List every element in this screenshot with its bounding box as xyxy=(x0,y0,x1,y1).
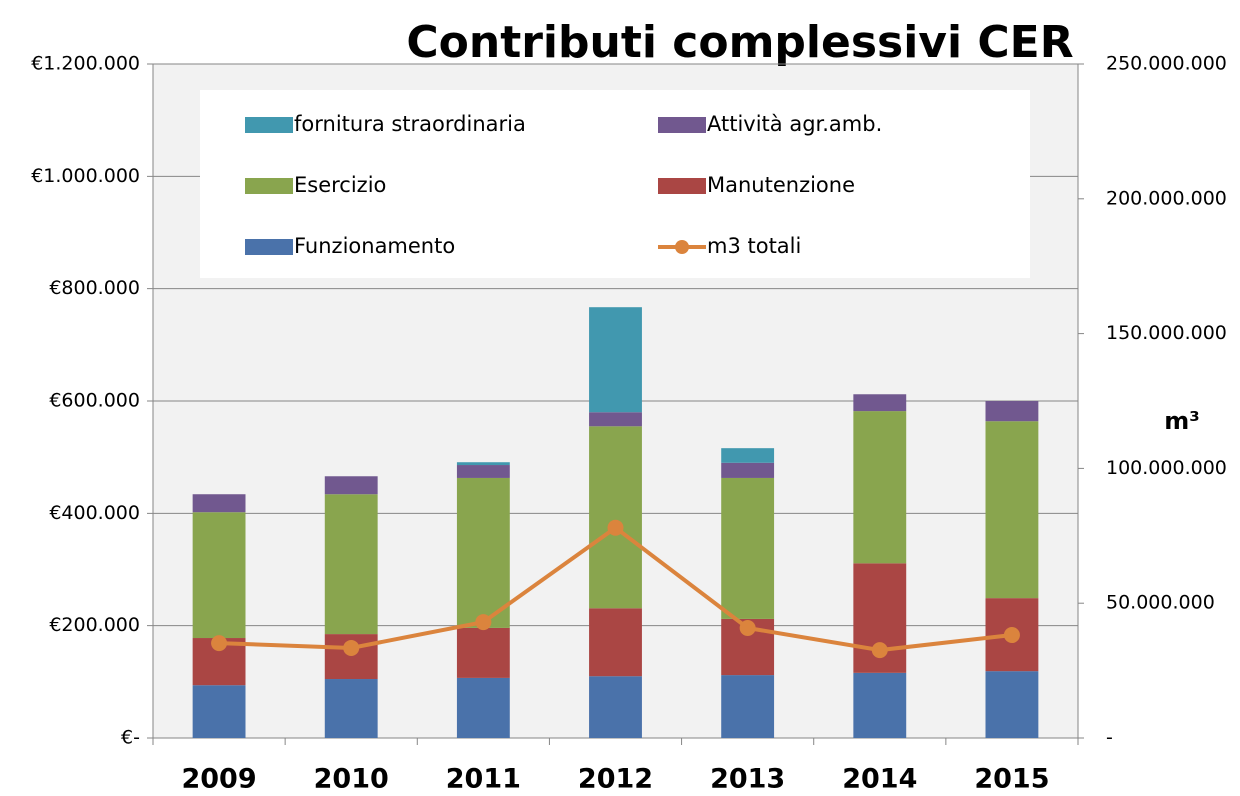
legend-label: Manutenzione xyxy=(707,173,855,197)
bar-segment xyxy=(985,421,1039,599)
bar-segment xyxy=(192,494,246,513)
bar-segment xyxy=(456,627,510,678)
y2-tick-label: 200.000.000 xyxy=(1106,187,1227,209)
x-tick-label: 2015 xyxy=(974,764,1049,795)
y2-axis-label: m³ xyxy=(1164,407,1200,435)
bar-segment xyxy=(589,307,642,413)
bar-segment xyxy=(721,675,775,738)
bar-segment xyxy=(589,412,642,427)
y2-tick-label: 50.000.000 xyxy=(1106,592,1215,614)
bar-segment xyxy=(456,462,510,466)
x-tick-label: 2010 xyxy=(314,764,389,795)
legend-label: m3 totali xyxy=(707,234,801,258)
bar-segment xyxy=(853,411,907,564)
y2-tick-label: - xyxy=(1106,727,1113,749)
y-tick-label: €200.000 xyxy=(49,614,140,636)
legend-swatch xyxy=(658,117,706,133)
bar-segment xyxy=(456,465,510,478)
bar-segment xyxy=(853,394,907,412)
legend-swatch xyxy=(675,240,689,254)
y-tick-label: €600.000 xyxy=(49,390,140,412)
legend-swatch xyxy=(245,239,293,255)
legend-label: Funzionamento xyxy=(294,234,455,258)
line-marker xyxy=(607,519,624,536)
line-marker xyxy=(343,639,360,656)
bar-segment xyxy=(985,401,1039,422)
y2-tick-label: 250.000.000 xyxy=(1106,53,1227,75)
legend-swatch xyxy=(658,178,706,194)
bar-segment xyxy=(853,672,907,738)
y-tick-label: €- xyxy=(121,727,140,749)
y-tick-label: €1.000.000 xyxy=(31,165,140,187)
y-tick-label: €800.000 xyxy=(49,277,140,299)
bar-segment xyxy=(721,477,775,619)
bar-segment xyxy=(721,462,775,478)
x-tick-label: 2013 xyxy=(710,764,785,795)
bar-segment xyxy=(324,476,378,495)
bar-segment xyxy=(589,426,642,609)
bar-segment xyxy=(324,679,378,738)
bar-segment xyxy=(324,494,378,635)
legend-swatch xyxy=(245,178,293,194)
y2-tick-label: 150.000.000 xyxy=(1106,322,1227,344)
line-marker xyxy=(739,620,756,637)
legend-label: Esercizio xyxy=(294,173,386,197)
y-tick-label: €1.200.000 xyxy=(31,53,140,75)
bar-segment xyxy=(456,477,510,628)
bar-segment xyxy=(589,676,642,738)
y2-tick-label: 100.000.000 xyxy=(1106,457,1227,479)
x-tick-label: 2011 xyxy=(446,764,521,795)
legend-box xyxy=(200,90,1030,278)
x-tick-label: 2012 xyxy=(578,764,653,795)
line-marker xyxy=(475,614,492,631)
bar-segment xyxy=(589,608,642,677)
legend-label: fornitura straordinaria xyxy=(294,112,526,136)
bar-segment xyxy=(456,677,510,738)
chart-title: Contributi complessivi CER xyxy=(406,17,1073,68)
bar-segment xyxy=(985,671,1039,738)
x-tick-label: 2014 xyxy=(842,764,917,795)
y-tick-label: €400.000 xyxy=(49,502,140,524)
line-marker xyxy=(1003,627,1020,644)
bar-segment xyxy=(721,448,775,463)
bar-segment xyxy=(192,685,246,738)
legend-label: Attività agr.amb. xyxy=(707,112,882,136)
line-marker xyxy=(211,635,228,652)
legend: fornitura straordinaria Attività agr.amb.… xyxy=(200,90,1030,278)
bar-segment xyxy=(192,512,246,639)
line-marker xyxy=(871,642,888,659)
legend-swatch xyxy=(245,117,293,133)
x-tick-label: 2009 xyxy=(181,764,256,795)
